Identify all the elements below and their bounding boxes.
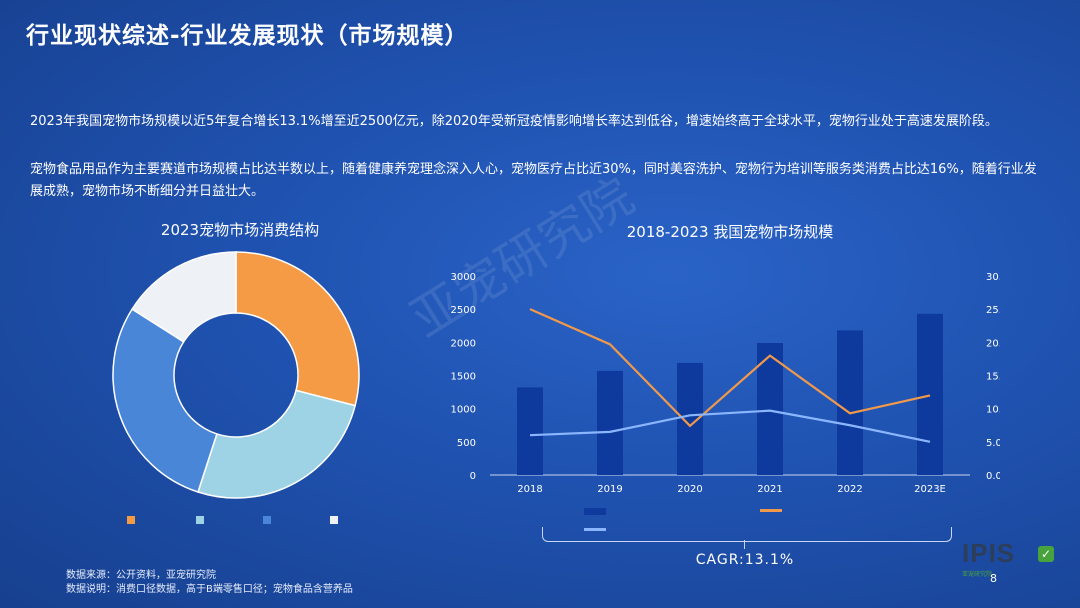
page-number: 8	[990, 572, 997, 585]
y-left-tick-label: 3000	[451, 272, 476, 283]
bar-2018	[517, 387, 543, 475]
line-series-2	[529, 409, 931, 443]
cagr-annotation: CAGR:13.1%	[695, 552, 795, 568]
legend-bar-series	[584, 508, 606, 515]
x-tick-label: 2023E	[914, 484, 946, 495]
data-explanation-note: 数据说明：消费口径数据，高于B端零售口径；宠物食品含营养品	[66, 584, 353, 595]
combo-chart-title: 2018-2023 我国宠物市场规模	[626, 223, 834, 241]
cagr-brace	[542, 527, 952, 542]
donut-slice-3	[112, 308, 218, 493]
ipis-logo: IPIS ✓ 亚宠研究院	[962, 538, 1058, 590]
y-right-tick-label: 15.0%	[986, 372, 1000, 383]
logo-text: IPIS	[962, 538, 1016, 568]
logo-subtitle: 亚宠研究院	[962, 572, 993, 578]
logo-check-icon: ✓	[1038, 546, 1054, 562]
donut-slice-1	[235, 251, 360, 407]
line-series-1	[529, 308, 931, 428]
combo-chart: 0 500 1000 1500 2000 2500 3000 0.0% 5.0% 10.0% 15.…	[451, 272, 1000, 495]
y-left-tick-label: 2000	[451, 338, 476, 349]
legend-orange-line	[760, 509, 782, 512]
x-tick-label: 2022	[837, 484, 862, 495]
y-left-tick-label: 500	[457, 438, 476, 449]
bar-2021	[757, 342, 783, 475]
y-right-tick-label: 25.0%	[986, 305, 1000, 316]
donut-chart	[112, 251, 360, 499]
x-tick-label: 2018	[517, 484, 542, 495]
y-right-tick-label: 20.0%	[986, 338, 1000, 349]
y-left-tick-label: 1000	[451, 405, 476, 416]
donut-legend-swatch-3	[263, 516, 271, 524]
donut-legend-swatch-4	[330, 516, 338, 524]
data-source-note: 数据来源：公开资料，亚宠研究院	[66, 570, 216, 581]
page-title: 行业现状综述-行业发展现状（市场规模）	[26, 23, 469, 49]
x-tick-label: 2020	[677, 484, 702, 495]
cagr-brace-tick	[744, 540, 745, 549]
donut-slice-2	[197, 389, 357, 499]
bar-2023E	[917, 313, 943, 475]
bar-2019	[597, 370, 623, 475]
x-tick-label: 2021	[757, 484, 782, 495]
donut-legend-swatch-2	[196, 516, 204, 524]
donut-slice-4	[131, 251, 237, 343]
donut-chart-title: 2023宠物市场消费结构	[160, 221, 320, 239]
y-right-tick-label: 0.0%	[986, 471, 1000, 482]
summary-paragraph-2: 宠物食品用品作为主要赛道市场规模占比达半数以上，随着健康养宠理念深入人心，宠物医…	[30, 162, 1037, 199]
legend-blue-line	[584, 528, 606, 531]
y-left-tick-label: 1500	[451, 372, 476, 383]
bar-2022	[837, 330, 863, 475]
y-right-tick-label: 30.0%	[986, 272, 1000, 283]
y-right-tick-label: 10.0%	[986, 405, 1000, 416]
y-left-tick-label: 2500	[451, 305, 476, 316]
donut-legend-swatch-1	[127, 516, 135, 524]
y-right-tick-label: 5.0%	[986, 438, 1000, 449]
x-tick-label: 2019	[597, 484, 622, 495]
y-left-tick-label: 0	[470, 471, 476, 482]
summary-paragraph-1: 2023年我国宠物市场规模以近5年复合增长13.1%增至近2500亿元，除202…	[30, 114, 998, 129]
